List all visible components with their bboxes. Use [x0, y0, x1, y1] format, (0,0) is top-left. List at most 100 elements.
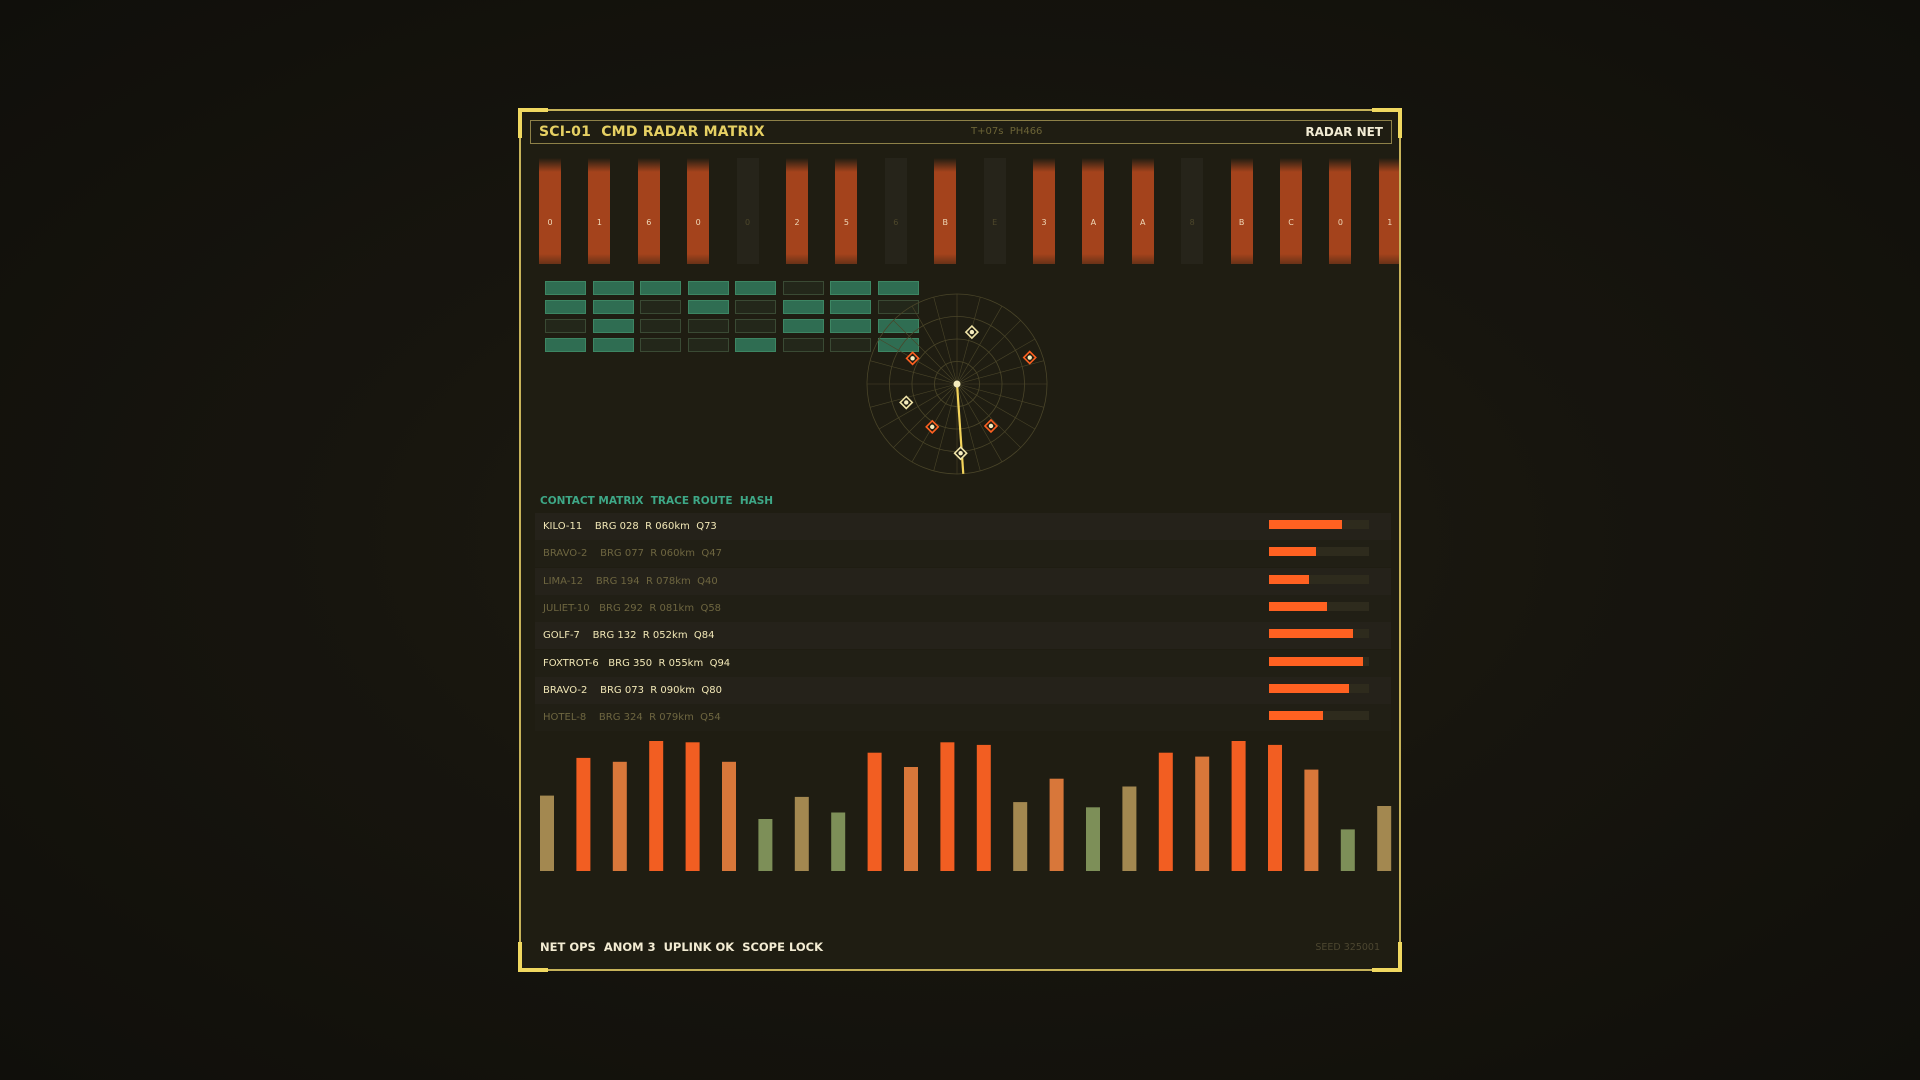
- spectrum-bar: [576, 757, 591, 871]
- quality-bar-fill: [1269, 683, 1349, 693]
- matrix-cell: [640, 281, 681, 295]
- hash-column: 6: [637, 158, 660, 264]
- quality-bar-fill: [1269, 629, 1353, 639]
- hash-column: A: [1082, 158, 1105, 264]
- matrix-cell: [735, 338, 776, 352]
- spectrum-bar: [1268, 744, 1282, 871]
- hash-column-char: 1: [1387, 218, 1393, 227]
- radar-panel: SCI-01 CMD RADAR MATRIX T+07s PH466 RADA…: [518, 108, 1402, 972]
- radar-contact-marker[interactable]: [905, 351, 920, 366]
- corner-bracket-top-left: [518, 108, 548, 138]
- quality-bar-fill: [1269, 711, 1323, 721]
- hash-column-char: 2: [794, 218, 800, 227]
- contact-row-label: BRAVO-2 BRG 077 R 060km Q47: [543, 548, 722, 560]
- net-label: RADAR NET: [1305, 125, 1383, 139]
- matrix-cell: [782, 281, 824, 295]
- matrix-cell: [545, 319, 586, 333]
- matrix-cell: [640, 300, 681, 314]
- radar-spoke: [893, 383, 958, 448]
- radar-spoke: [893, 320, 958, 385]
- contact-row[interactable]: KILO-11 BRG 028 R 060km Q73: [535, 513, 1391, 540]
- contact-row[interactable]: FOXTROT-6 BRG 350 R 055km Q94: [535, 649, 1391, 677]
- spectrum-bar: [649, 741, 664, 871]
- spectrum-bar: [940, 742, 955, 871]
- spectrum-bar: [904, 767, 918, 871]
- matrix-cell: [782, 300, 824, 314]
- spectrum-bar: [1304, 769, 1319, 871]
- quality-bar-track: [1269, 547, 1369, 557]
- hash-column: 3: [1033, 158, 1055, 264]
- spectrum-bar: [612, 761, 627, 871]
- hash-column: 5: [835, 158, 858, 264]
- spectrum-bar: [831, 812, 846, 871]
- spectrum-bar: [1231, 741, 1246, 871]
- contact-row[interactable]: LIMA-12 BRG 194 R 078km Q40: [535, 567, 1391, 595]
- spectrum-bar: [1195, 756, 1210, 871]
- matrix-cell: [640, 319, 681, 333]
- hash-column-char: 5: [843, 218, 849, 227]
- radar-contact-marker[interactable]: [953, 446, 968, 461]
- contact-row[interactable]: HOTEL-8 BRG 324 R 079km Q54: [535, 704, 1391, 732]
- hash-column: 6: [884, 158, 907, 264]
- quality-bar-fill: [1269, 656, 1363, 666]
- quality-bar-track: [1269, 520, 1369, 529]
- radar-contact-marker[interactable]: [1022, 350, 1037, 365]
- radar-contact-marker[interactable]: [925, 419, 940, 434]
- matrix-cell: [830, 338, 871, 352]
- contact-row[interactable]: GOLF-7 BRG 132 R 052km Q84: [535, 622, 1391, 650]
- spectrum-bar: [1122, 786, 1137, 871]
- hash-column-char: 0: [695, 218, 701, 227]
- radar-spoke: [911, 305, 958, 385]
- matrix-cell: [592, 281, 634, 295]
- radar-contact-marker[interactable]: [899, 395, 914, 410]
- spectrum-bars: [540, 741, 1392, 871]
- contact-row-label: GOLF-7 BRG 132 R 052km Q84: [543, 630, 715, 642]
- hash-column-char: 6: [646, 218, 652, 227]
- radar-contact-marker[interactable]: [983, 418, 999, 434]
- radar-spoke: [878, 338, 958, 385]
- hash-column-char: A: [1090, 218, 1097, 227]
- corner-bracket-bottom-right: [1372, 942, 1402, 972]
- contact-row[interactable]: BRAVO-2 BRG 077 R 060km Q47: [535, 540, 1391, 568]
- matrix-cell: [545, 300, 586, 314]
- matrix-cell: [830, 300, 871, 314]
- hash-column: E: [983, 158, 1006, 264]
- contact-row-label: KILO-11 BRG 028 R 060km Q73: [543, 521, 717, 532]
- radar-spoke: [878, 383, 958, 430]
- radar-spoke: [956, 338, 1036, 385]
- matrix-cell: [592, 338, 634, 352]
- spectrum-bar: [685, 742, 700, 871]
- radar-spoke: [956, 305, 1003, 385]
- radar-spoke: [869, 383, 958, 408]
- radar-spoke: [956, 383, 1021, 448]
- hash-column-char: 0: [547, 218, 553, 227]
- matrix-cell: [735, 300, 776, 314]
- footer-status: NET OPS ANOM 3 UPLINK OK SCOPE LOCK: [540, 940, 824, 954]
- hash-column-char: B: [1238, 218, 1245, 227]
- contact-row-label: JULIET-10 BRG 292 R 081km Q58: [543, 602, 722, 614]
- spectrum-bar: [1049, 778, 1064, 871]
- hash-column: B: [934, 158, 957, 264]
- radar-spoke: [956, 383, 1045, 408]
- quality-bar-track: [1269, 601, 1369, 611]
- contact-row-label: BRAVO-2 BRG 073 R 090km Q80: [543, 684, 722, 696]
- spectrum-bar: [867, 752, 882, 871]
- panel-title: SCI-01 CMD RADAR MATRIX: [539, 124, 765, 140]
- hash-column-char: B: [942, 218, 948, 227]
- radar-contact-marker[interactable]: [964, 324, 980, 340]
- hash-column: 2: [786, 158, 808, 264]
- hash-column: C: [1280, 158, 1302, 264]
- hash-column: 0: [736, 158, 759, 264]
- matrix-cell: [687, 319, 729, 333]
- hash-column: 1: [1378, 158, 1399, 264]
- hash-column-char: E: [992, 218, 998, 227]
- matrix-cell: [592, 300, 634, 314]
- quality-bar-fill: [1269, 547, 1316, 557]
- radar-spoke: [956, 320, 1021, 385]
- quality-bar-track: [1269, 574, 1369, 584]
- contact-row[interactable]: JULIET-10 BRG 292 R 081km Q58: [535, 594, 1391, 622]
- contact-row[interactable]: BRAVO-2 BRG 073 R 090km Q80: [535, 676, 1391, 704]
- matrix-cell: [545, 281, 586, 295]
- quality-bar-fill: [1269, 601, 1327, 611]
- spectrum-bar: [758, 819, 773, 871]
